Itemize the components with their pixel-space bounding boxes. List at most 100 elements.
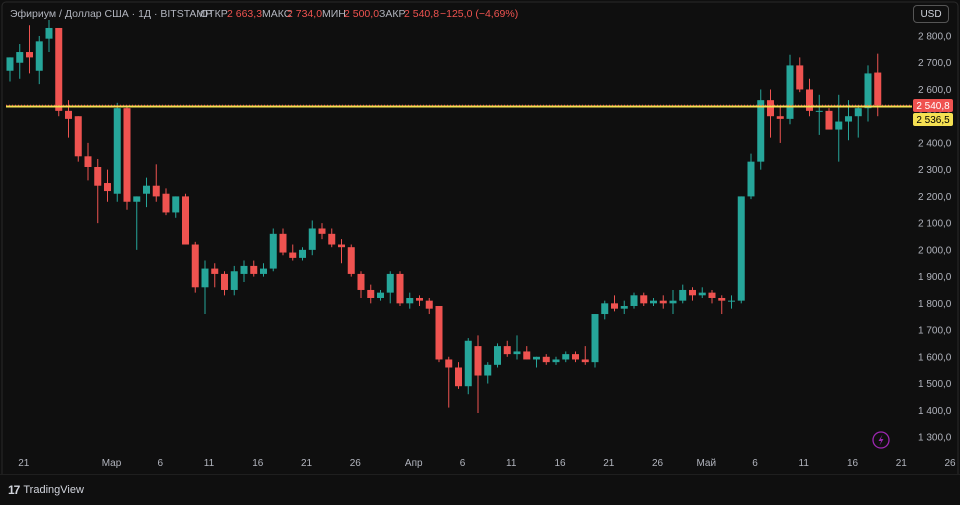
candle xyxy=(230,265,238,296)
candle xyxy=(377,289,384,301)
candle-body xyxy=(669,300,677,304)
candle xyxy=(367,284,375,304)
candle-body xyxy=(796,65,804,90)
open-value: 2 663,3 xyxy=(227,8,262,20)
candle-body xyxy=(854,108,862,117)
ohlc-legend: ОТКР 2 663,3 МАКС 2 734,0 МИН 2 500,0 ЗА… xyxy=(200,8,518,20)
candle xyxy=(289,244,297,261)
candle xyxy=(737,196,745,304)
candle xyxy=(611,295,618,312)
candle-body xyxy=(825,110,833,130)
candle-body xyxy=(26,52,33,58)
candle-body xyxy=(65,110,72,119)
close-value: 2 540,8 xyxy=(404,8,439,20)
candle xyxy=(513,335,521,360)
candle-body xyxy=(6,57,14,71)
candle-body xyxy=(737,196,745,301)
candle-body xyxy=(260,268,267,274)
last-price-badge: 2 540,8 xyxy=(913,99,953,112)
candle xyxy=(669,289,677,315)
candle-body xyxy=(201,268,209,288)
time-axis[interactable]: 21 Мар 6 11 16 21 26 Апр 6 11 16 21 26 Май 6 11 16 21 26 xyxy=(18,458,956,469)
candle xyxy=(640,292,648,307)
x-tick-label: 21 xyxy=(603,458,615,469)
lightning-icon[interactable] xyxy=(872,431,890,449)
x-tick-label: 26 xyxy=(350,458,362,469)
candle xyxy=(201,260,209,315)
candle xyxy=(279,228,287,256)
candle-body xyxy=(650,300,657,304)
candle xyxy=(172,196,180,218)
candle-body xyxy=(708,292,716,298)
candle xyxy=(435,306,443,363)
y-tick-label: 2 200,0 xyxy=(918,192,952,203)
candle xyxy=(406,292,414,309)
candle xyxy=(786,54,794,125)
candle-body xyxy=(367,289,375,298)
high-value: 2 734,0 xyxy=(287,8,322,20)
candle xyxy=(767,89,774,138)
x-tick-label: 6 xyxy=(460,458,466,469)
candle-body xyxy=(455,367,462,387)
y-tick-label: 1 700,0 xyxy=(918,326,952,337)
candle xyxy=(494,343,501,368)
candle-body xyxy=(416,297,423,301)
candle-body xyxy=(523,351,531,360)
candle-body xyxy=(659,300,667,304)
candle-body xyxy=(513,351,521,355)
candle-body xyxy=(786,65,794,119)
tradingview-logo[interactable]: 17 TradingView xyxy=(8,483,84,497)
candle-body xyxy=(445,359,453,368)
candle-body xyxy=(620,306,628,309)
low-label: МИН xyxy=(322,8,346,20)
candle xyxy=(464,338,472,395)
candle-body xyxy=(338,244,345,248)
currency-button[interactable]: USD xyxy=(913,5,949,23)
y-tick-label: 1 800,0 xyxy=(918,299,952,310)
x-tick-label: 16 xyxy=(847,458,859,469)
candle-body xyxy=(845,116,852,122)
candle-body xyxy=(815,110,823,112)
x-tick-label: 6 xyxy=(752,458,758,469)
candle xyxy=(806,78,813,117)
price-axis[interactable]: 1 300,0 1 400,0 1 500,0 1 600,0 1 700,0 1 800… xyxy=(918,32,952,444)
candle xyxy=(815,94,823,135)
candle-body xyxy=(269,233,277,269)
candle-body xyxy=(601,303,609,315)
candle-body xyxy=(123,108,131,202)
candle-body xyxy=(16,52,24,63)
tradingview-logo-icon: 17 xyxy=(8,483,20,497)
y-tick-label: 2 400,0 xyxy=(918,138,952,149)
price-line-layer xyxy=(6,104,912,108)
candle-body xyxy=(874,72,882,106)
candle-body xyxy=(328,233,336,245)
candle xyxy=(854,105,862,138)
candle xyxy=(338,239,345,264)
candle xyxy=(260,263,267,277)
candle-body xyxy=(767,100,774,117)
candle xyxy=(357,271,365,298)
candle-body xyxy=(45,27,53,39)
candle xyxy=(162,188,170,216)
candle-body xyxy=(299,249,306,258)
candle-body xyxy=(279,233,287,253)
y-tick-label: 1 300,0 xyxy=(918,433,952,444)
candle xyxy=(152,164,160,202)
candle xyxy=(94,158,102,224)
x-tick-label: 21 xyxy=(301,458,313,469)
line-price-badge: 2 536,5 xyxy=(913,113,953,126)
candle-body xyxy=(318,228,326,234)
candles-layer xyxy=(6,19,882,413)
line-price-badge-bg xyxy=(913,113,953,126)
candle-body xyxy=(55,27,63,111)
candle-body xyxy=(347,247,355,274)
candle xyxy=(74,116,82,162)
close-label: ЗАКР xyxy=(379,8,405,20)
candle xyxy=(386,271,394,304)
candle xyxy=(328,228,336,248)
candle xyxy=(191,241,199,293)
candle-body xyxy=(377,292,384,298)
